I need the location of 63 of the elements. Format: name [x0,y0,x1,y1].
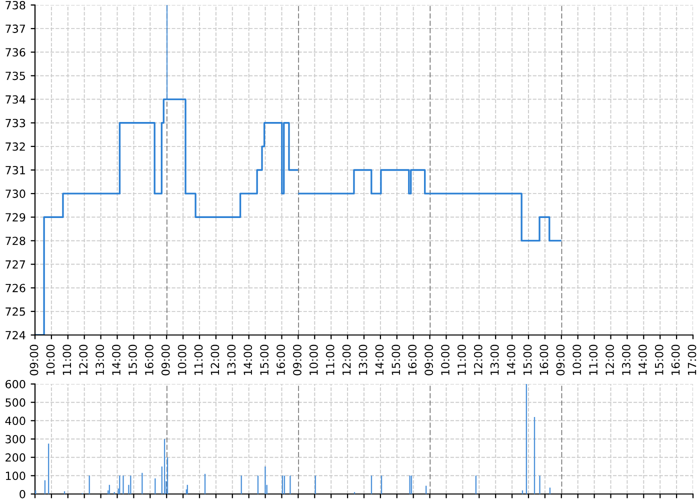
x-tick-label: 11:00 [458,344,466,375]
y-tick-label: 735 [6,72,25,80]
y-tick-label: 730 [6,190,26,198]
y-tick-label: 736 [6,48,26,57]
x-tick-label: 12:00 [606,344,614,375]
x-tick-label: 16:00 [276,344,285,375]
y-tick-label: 725 [6,307,25,316]
x-tick-label: 12:00 [342,344,351,375]
x-tick-label: 09:00 [293,344,302,376]
x-tick-label: 13:00 [227,344,236,375]
x-tick-label: 11:00 [194,344,203,375]
x-tick-label: 10:00 [46,344,55,375]
y-tick-label: 300 [6,434,26,444]
x-tick-label: 14:00 [638,344,647,375]
x-tick-label: 14:00 [244,344,252,375]
x-tick-label: 12:00 [210,344,220,375]
y-tick-label: 600 [6,380,26,388]
x-tick-label: 14:00 [375,344,384,375]
x-tick-label: 15:00 [128,344,137,375]
x-tick-label: 11:00 [62,344,72,375]
x-tick-label: 09:00 [556,344,565,376]
y-tick-label: 729 [6,213,26,222]
y-tick-label: 0 [20,490,26,498]
x-tick-label: 13:00 [96,344,104,375]
y-tick-label: 500 [6,398,26,407]
x-tick-label: 15:00 [523,344,532,375]
x-tick-label: 16:00 [671,344,680,375]
x-tick-label: 12:00 [474,344,482,375]
x-tick-label: 15:00 [392,344,400,375]
x-tick-label: 09:00 [161,344,170,376]
y-tick-label: 727 [6,260,26,269]
y-tick-label: 732 [6,142,25,151]
x-tick-label: 16:00 [540,344,548,375]
x-tick-label: 09:00 [30,344,38,376]
x-tick-label: 13:00 [490,344,499,375]
x-tick-label: 16:00 [144,344,154,375]
y-tick-label: 400 [5,416,26,426]
y-tick-label: 734 [6,95,26,104]
y-tick-label: 726 [6,284,26,292]
x-tick-label: 11:00 [326,344,334,375]
x-tick-label: 10:00 [441,344,450,375]
y-tick-label: 737 [6,24,26,33]
y-tick-label: 731 [6,166,25,174]
x-tick-label: 14:00 [506,344,516,375]
x-tick-label: 13:00 [358,344,368,375]
x-tick-label: 16:00 [408,344,417,375]
x-tick-label: 15:00 [260,344,269,375]
x-tick-label: 10:00 [309,344,318,375]
x-tick-label: 14:00 [112,344,120,375]
x-tick-label: 15:00 [654,344,664,375]
x-tick-label: 10:00 [572,344,582,375]
x-tick-label: 09:00 [424,344,434,376]
x-tick-label: 11:00 [589,344,598,375]
y-tick-label: 728 [6,236,26,246]
y-tick-label: 100 [6,472,26,480]
y-tick-label: 200 [6,453,26,462]
x-tick-label: 10:00 [178,344,186,375]
y-tick-label: 738 [6,0,26,10]
y-tick-label: 724 [6,330,26,340]
x-tick-label: 12:00 [79,344,88,375]
y-tick-label: 733 [6,118,26,128]
x-tick-label: 13:00 [622,344,630,375]
x-tick-label: 17:00 [688,344,696,375]
